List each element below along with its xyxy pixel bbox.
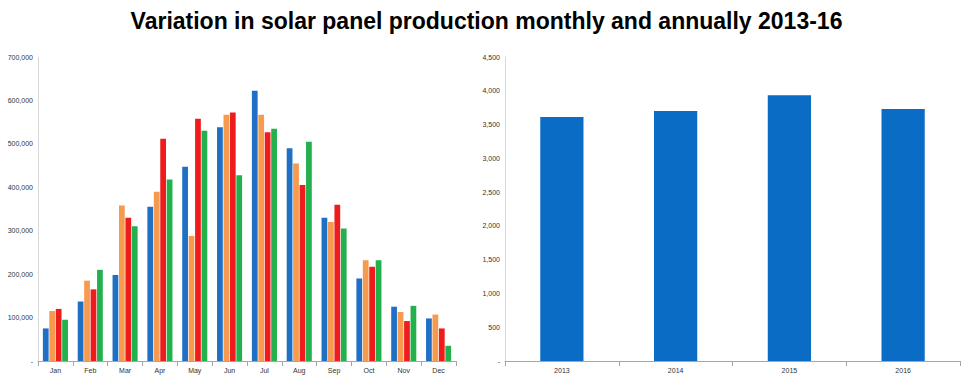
svg-text:Variation in solar panel produ: Variation in solar panel production mont… [131, 8, 843, 34]
svg-text:2,000: 2,000 [482, 222, 500, 229]
svg-text:3,000: 3,000 [482, 155, 500, 162]
svg-text:Oct: Oct [363, 367, 374, 374]
svg-text:3,500: 3,500 [482, 121, 500, 128]
svg-text:Nov: Nov [398, 367, 411, 374]
svg-text:2015: 2015 [782, 367, 798, 374]
svg-text:1,500: 1,500 [482, 256, 500, 263]
svg-text:Feb: Feb [84, 367, 96, 374]
svg-text:500: 500 [488, 324, 500, 331]
svg-text:4,500: 4,500 [482, 54, 500, 61]
svg-text:500,000: 500,000 [8, 140, 33, 147]
svg-text:Dec: Dec [432, 367, 445, 374]
svg-text:300,000: 300,000 [8, 227, 33, 234]
svg-text:100,000: 100,000 [8, 314, 33, 321]
svg-text:2013: 2013 [554, 367, 570, 374]
svg-text:700,000: 700,000 [8, 54, 33, 61]
svg-text:-: - [31, 358, 34, 365]
svg-text:May: May [188, 367, 202, 375]
svg-text:2,500: 2,500 [482, 189, 500, 196]
svg-text:Mar: Mar [119, 367, 132, 374]
svg-text:-: - [498, 358, 501, 365]
svg-text:2016: 2016 [895, 367, 911, 374]
svg-text:2014: 2014 [668, 367, 684, 374]
svg-text:400,000: 400,000 [8, 184, 33, 191]
svg-text:600,000: 600,000 [8, 97, 33, 104]
svg-text:Jun: Jun [224, 367, 235, 374]
svg-text:4,000: 4,000 [482, 87, 500, 94]
svg-text:Aug: Aug [293, 367, 306, 375]
svg-text:Jan: Jan [50, 367, 61, 374]
svg-text:200,000: 200,000 [8, 271, 33, 278]
svg-text:Jul: Jul [260, 367, 269, 374]
svg-text:Apr: Apr [154, 367, 166, 375]
svg-text:Sep: Sep [328, 367, 341, 375]
svg-text:1,000: 1,000 [482, 290, 500, 297]
